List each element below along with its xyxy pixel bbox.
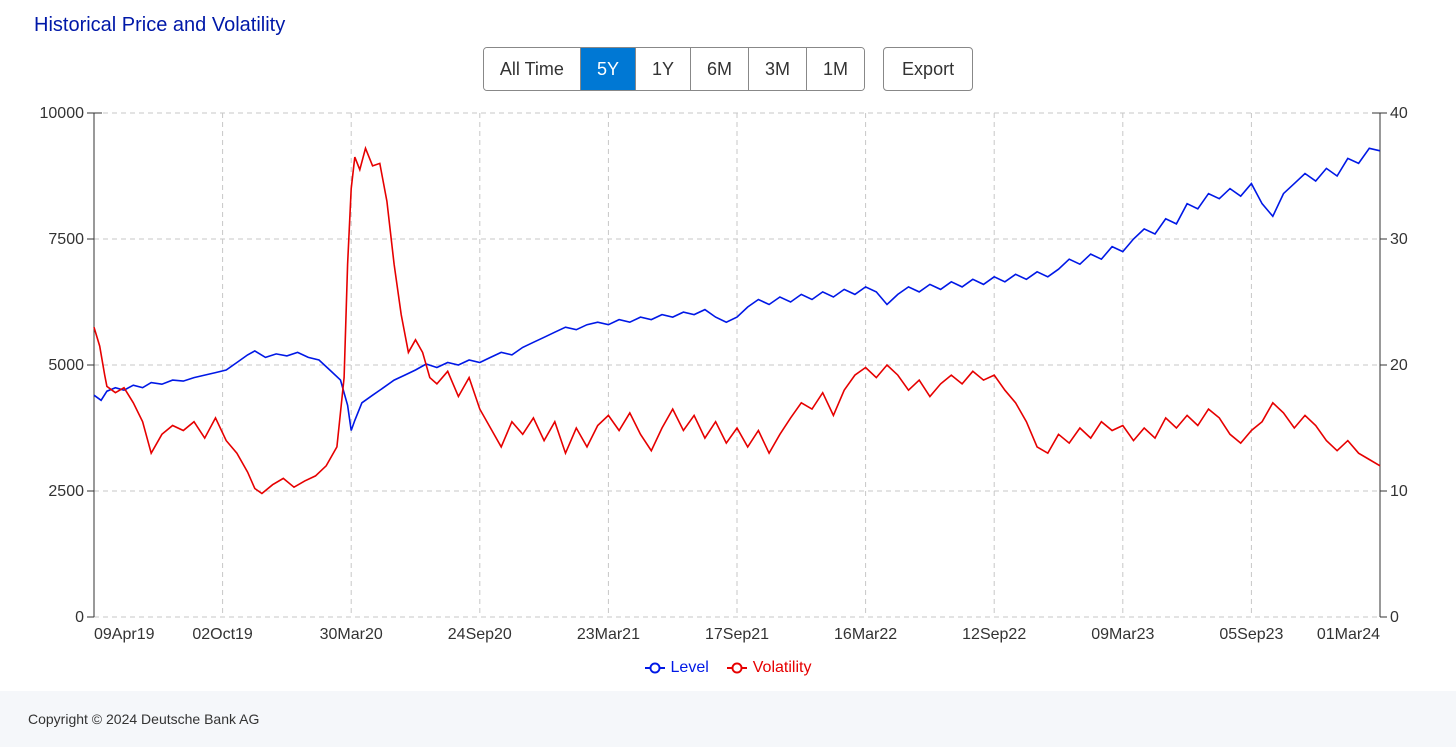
svg-text:7500: 7500 (48, 231, 84, 248)
svg-text:2500: 2500 (48, 483, 84, 500)
svg-text:5000: 5000 (48, 357, 84, 374)
range-button-3m[interactable]: 3M (749, 48, 807, 90)
svg-text:10: 10 (1390, 483, 1408, 500)
svg-text:01Mar24: 01Mar24 (1317, 626, 1380, 643)
range-button-all-time[interactable]: All Time (484, 48, 581, 90)
svg-text:20: 20 (1390, 357, 1408, 374)
range-toolbar: All Time5Y1Y6M3M1M Export (20, 47, 1436, 91)
series-line-level (94, 148, 1380, 430)
svg-text:0: 0 (1390, 609, 1399, 626)
chart-area: 0 2500 5000 7500 10000 0 10 20 30 40 09Apr19 02Oct1… (20, 97, 1436, 657)
svg-text:17Sep21: 17Sep21 (705, 626, 769, 643)
range-button-1m[interactable]: 1M (807, 48, 864, 90)
chart-legend: Level Volatility (20, 659, 1436, 691)
svg-text:09Mar23: 09Mar23 (1091, 626, 1154, 643)
svg-text:12Sep22: 12Sep22 (962, 626, 1026, 643)
svg-text:05Sep23: 05Sep23 (1219, 626, 1283, 643)
chart-title: Historical Price and Volatility (34, 14, 1436, 37)
svg-text:24Sep20: 24Sep20 (448, 626, 512, 643)
legend-marker-icon (727, 667, 747, 669)
chart-svg: 0 2500 5000 7500 10000 0 10 20 30 40 09Apr19 02Oct1… (20, 97, 1436, 657)
legend-label: Volatility (753, 659, 812, 677)
range-button-6m[interactable]: 6M (691, 48, 749, 90)
svg-text:10000: 10000 (40, 105, 85, 122)
legend-marker-icon (645, 667, 665, 669)
legend-item-volatility[interactable]: Volatility (727, 659, 812, 677)
chart-panel: Historical Price and Volatility All Time… (0, 0, 1456, 691)
range-button-group: All Time5Y1Y6M3M1M (483, 47, 865, 91)
svg-text:09Apr19: 09Apr19 (94, 626, 155, 643)
legend-label: Level (671, 659, 709, 677)
svg-text:0: 0 (75, 609, 84, 626)
svg-text:02Oct19: 02Oct19 (192, 626, 253, 643)
footer-copyright: Copyright © 2024 Deutsche Bank AG (0, 691, 1456, 747)
range-button-1y[interactable]: 1Y (636, 48, 691, 90)
legend-item-level[interactable]: Level (645, 659, 709, 677)
svg-text:40: 40 (1390, 105, 1408, 122)
svg-text:16Mar22: 16Mar22 (834, 626, 897, 643)
svg-text:23Mar21: 23Mar21 (577, 626, 640, 643)
export-button[interactable]: Export (883, 47, 973, 91)
svg-text:30Mar20: 30Mar20 (320, 626, 383, 643)
svg-text:30: 30 (1390, 231, 1408, 248)
range-button-5y[interactable]: 5Y (581, 48, 636, 90)
